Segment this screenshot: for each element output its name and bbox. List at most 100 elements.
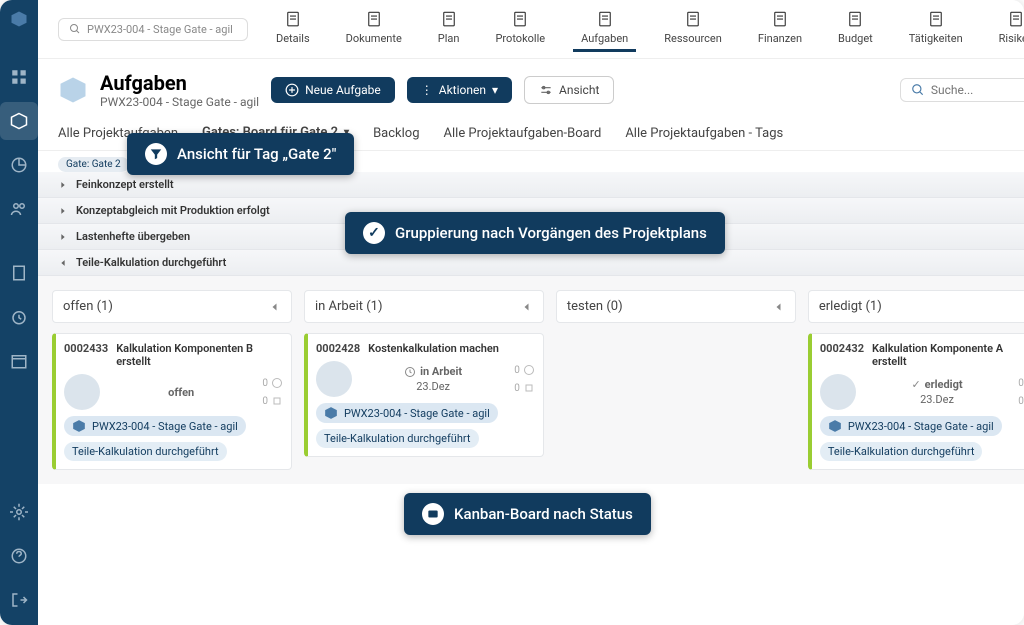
topbar: PWX23-004 - Stage Gate - agil Details Dok… — [38, 0, 1024, 59]
chevron-icon — [58, 258, 68, 268]
topnav-tätigkeiten[interactable]: Tätigkeiten — [901, 6, 971, 52]
phase-chip[interactable]: Teile-Kalkulation durchgeführt — [316, 429, 479, 448]
phase-chip[interactable]: Teile-Kalkulation durchgeführt — [820, 442, 983, 461]
topnav-ressourcen[interactable]: Ressourcen — [656, 6, 730, 52]
column-header[interactable]: offen (1) — [52, 290, 292, 323]
page-title: Aufgaben — [100, 71, 259, 95]
avatar — [316, 361, 352, 397]
view-button[interactable]: Ansicht — [524, 76, 614, 104]
card-id: 0002428 — [316, 342, 360, 355]
callout-view-tag: Ansicht für Tag „Gate 2" — [127, 133, 354, 175]
card-date: 23.Dez — [920, 393, 954, 406]
project-hex-icon — [58, 75, 88, 105]
nav-dashboard[interactable] — [0, 58, 38, 96]
comment-icon — [523, 364, 535, 376]
hex-icon — [324, 406, 338, 420]
project-chip[interactable]: PWX23-004 - Stage Gate - agil — [316, 403, 498, 423]
search-icon — [69, 23, 81, 35]
kanban-column: testen (0) — [556, 290, 796, 470]
topnav-protokolle[interactable]: Protokolle — [487, 6, 553, 52]
actions-button[interactable]: ⋮Aktionen▾ — [407, 77, 512, 103]
kanban-card[interactable]: 0002433Kalkulation Komponenten B erstell… — [52, 333, 292, 470]
search-field[interactable] — [931, 83, 1024, 97]
funnel-icon — [145, 143, 167, 165]
board-icon — [422, 503, 444, 525]
topnav-aufgaben[interactable]: Aufgaben — [573, 6, 636, 52]
nav-icon — [684, 10, 702, 28]
nav-icon — [284, 10, 302, 28]
project-chip[interactable]: PWX23-004 - Stage Gate - agil — [820, 416, 1002, 436]
card-title: Kostenkalkulation machen — [368, 342, 499, 355]
topnav-details[interactable]: Details — [268, 6, 318, 52]
search-icon — [911, 83, 925, 97]
tab-2[interactable]: Backlog — [373, 117, 419, 150]
nav-docs[interactable] — [0, 254, 38, 292]
nav-icon — [596, 10, 614, 28]
app-logo-icon — [10, 10, 28, 28]
kanban-column: offen (1) 0002433Kalkulation Komponenten… — [52, 290, 292, 470]
search-input[interactable] — [900, 78, 1024, 102]
topnav-finanzen[interactable]: Finanzen — [750, 6, 810, 52]
chevron-left-icon — [773, 301, 785, 313]
nav-settings[interactable] — [0, 493, 38, 531]
comment-icon — [271, 377, 283, 389]
column-header[interactable]: erledigt (1) — [808, 290, 1024, 323]
card-status: offen — [168, 386, 194, 399]
chevron-left-icon — [269, 301, 281, 313]
search-value: PWX23-004 - Stage Gate - agil — [87, 23, 233, 36]
card-id: 0002433 — [64, 342, 108, 368]
nav-calendar[interactable] — [0, 342, 38, 380]
phase-chip[interactable]: Teile-Kalkulation durchgeführt — [64, 442, 227, 461]
topnav-risiken[interactable]: Risiken — [991, 6, 1024, 52]
nav-icon — [365, 10, 383, 28]
topnav-plan[interactable]: Plan — [430, 6, 468, 52]
new-task-button[interactable]: Neue Aufgabe — [271, 77, 395, 103]
card-id: 0002432 — [820, 342, 864, 368]
avatar — [64, 374, 100, 410]
nav-logout[interactable] — [0, 581, 38, 619]
tab-4[interactable]: Alle Projektaufgaben - Tags — [625, 117, 783, 150]
page-subtitle: PWX23-004 - Stage Gate - agil — [100, 95, 259, 109]
group-row[interactable]: Feinkonzept erstellt — [38, 172, 1024, 198]
column-header[interactable]: in Arbeit (1) — [304, 290, 544, 323]
nav-icon — [846, 10, 864, 28]
avatar — [820, 374, 856, 410]
nav-icon — [511, 10, 529, 28]
card-date: 23.Dez — [416, 380, 450, 393]
nav-projects[interactable] — [0, 102, 38, 140]
chevron-icon — [58, 206, 68, 216]
nav-reports[interactable] — [0, 146, 38, 184]
plus-icon — [285, 83, 299, 97]
check-icon: ✓ — [363, 222, 385, 244]
callout-kanban: Kanban-Board nach Status — [404, 493, 651, 535]
topnav-dokumente[interactable]: Dokumente — [338, 6, 410, 52]
nav-help[interactable] — [0, 537, 38, 575]
page-header: Aufgaben PWX23-004 - Stage Gate - agil N… — [38, 59, 1024, 117]
kanban-column: in Arbeit (1) 0002428 Kostenkalkulation m… — [304, 290, 544, 470]
chevron-icon — [58, 232, 68, 242]
kanban-card[interactable]: 0002428 Kostenkalkulation machen in Arbei… — [304, 333, 544, 457]
tab-3[interactable]: Alle Projektaufgaben-Board — [444, 117, 602, 150]
callout-grouping: ✓ Gruppierung nach Vorgängen des Projekt… — [345, 212, 725, 254]
nav-team[interactable] — [0, 190, 38, 228]
top-navigation: Details Dokumente Plan Protokolle Aufgaben Re… — [268, 6, 1024, 52]
nav-icon — [1007, 10, 1024, 28]
hex-icon — [72, 419, 86, 433]
nav-icon — [440, 10, 458, 28]
nav-timer[interactable] — [0, 298, 38, 336]
attach-icon — [271, 395, 283, 407]
topnav-budget[interactable]: Budget — [830, 6, 881, 52]
column-header[interactable]: testen (0) — [556, 290, 796, 323]
card-title: Kalkulation Komponente A erstellt — [872, 342, 1024, 368]
sliders-icon — [539, 83, 553, 97]
hex-icon — [828, 419, 842, 433]
gate-tag-chip[interactable]: Gate: Gate 2 — [58, 157, 129, 172]
attach-icon — [523, 382, 535, 394]
kanban-card[interactable]: 0002432 Kalkulation Komponente A erstellt… — [808, 333, 1024, 470]
chevron-left-icon — [521, 301, 533, 313]
search-pill[interactable]: PWX23-004 - Stage Gate - agil — [58, 18, 248, 41]
card-status: in Arbeit — [420, 365, 462, 378]
project-chip[interactable]: PWX23-004 - Stage Gate - agil — [64, 416, 246, 436]
kanban-board: offen (1) 0002433Kalkulation Komponenten… — [38, 276, 1024, 484]
nav-icon — [927, 10, 945, 28]
